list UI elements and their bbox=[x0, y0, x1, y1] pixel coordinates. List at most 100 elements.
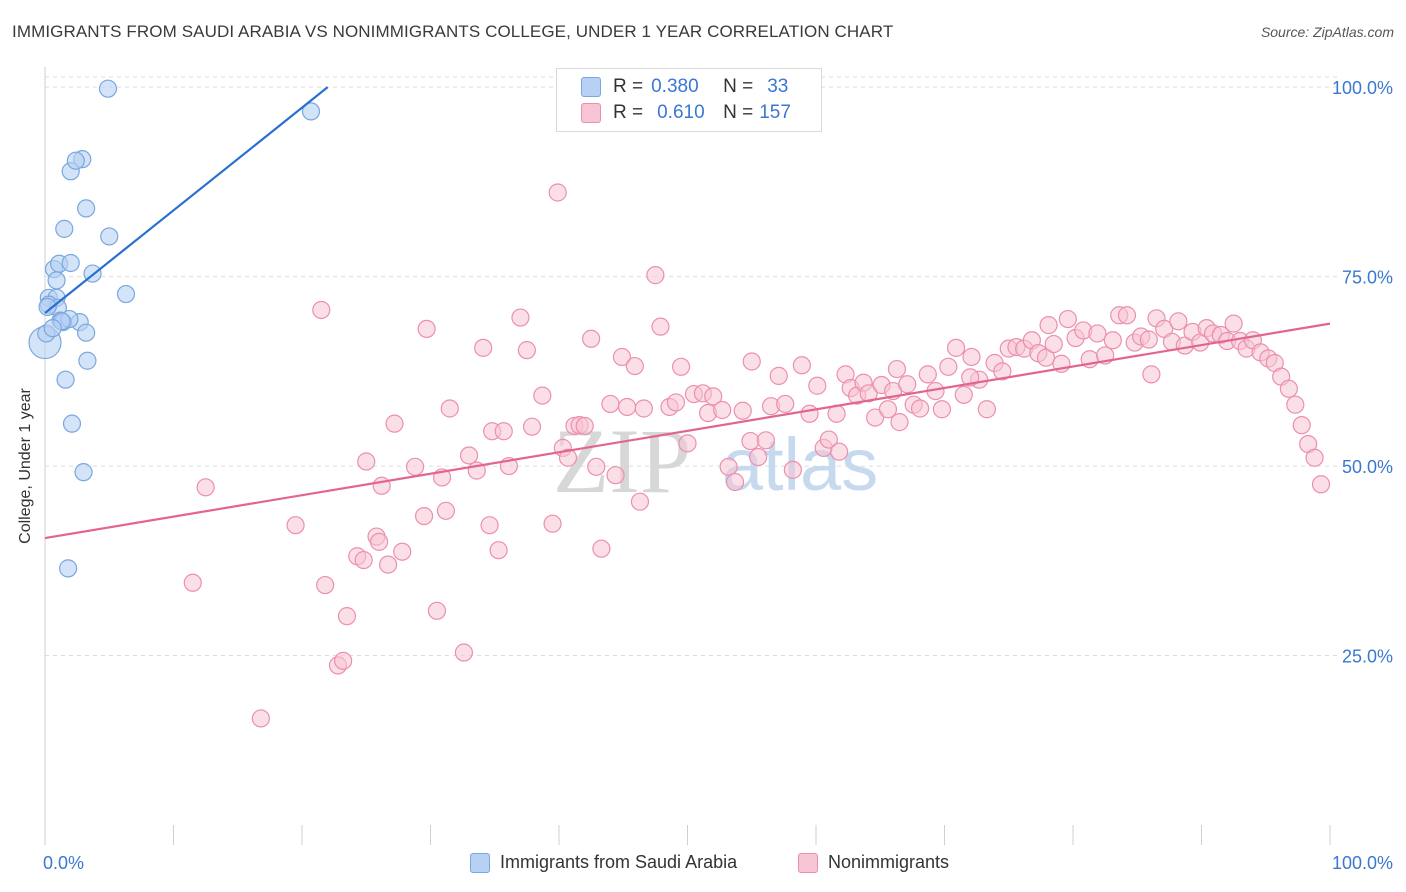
saudi-arabia-point bbox=[66, 151, 85, 170]
nonimmigrant-point bbox=[1292, 416, 1311, 435]
nonimmigrant-point bbox=[961, 368, 980, 387]
correlation-legend: R = 0.380 N = 33 R = 0.610 N = 157 bbox=[556, 68, 822, 132]
nonimmigrant-point bbox=[792, 356, 811, 375]
nonimmigrant-point bbox=[887, 359, 907, 379]
saudi-arabia-point bbox=[100, 227, 119, 246]
nonimmigrant-point bbox=[370, 532, 389, 551]
nonimmigrant-point bbox=[312, 300, 331, 320]
nonimmigrant-point bbox=[819, 430, 838, 449]
nonimmigrant-point bbox=[646, 266, 665, 285]
nonimmigrant-point bbox=[769, 366, 788, 385]
nonimmigrant-point bbox=[625, 356, 644, 376]
gridlines bbox=[45, 76, 1340, 657]
nonimmigrant-point bbox=[704, 387, 723, 406]
nonimmigrant-point bbox=[1044, 334, 1063, 354]
nonimmigrant-point bbox=[558, 448, 578, 467]
chart-source: Source: ZipAtlas.com bbox=[1260, 24, 1394, 40]
legend-n-label: N = bbox=[723, 102, 754, 123]
nonimmigrant-point bbox=[575, 416, 594, 436]
legend-r-label: R = bbox=[613, 76, 644, 97]
nonimmigrant-point bbox=[354, 550, 373, 570]
nonimmigrant-point bbox=[183, 573, 202, 592]
legend-series-name: Nonimmigrants bbox=[828, 852, 950, 872]
y-tick-label: 25.0% bbox=[1342, 647, 1393, 667]
blue-swatch-icon bbox=[470, 852, 490, 873]
nonimmigrant-point bbox=[756, 431, 775, 450]
nonimmigrant-point bbox=[582, 329, 601, 348]
saudi-arabia-point bbox=[43, 319, 62, 338]
nonimmigrant-point bbox=[436, 501, 456, 520]
nonimmigrant-point bbox=[749, 447, 768, 467]
legend-r-value: 0.380 bbox=[651, 76, 699, 97]
nonimmigrant-point bbox=[393, 542, 412, 561]
nonimmigrant-point bbox=[890, 413, 909, 432]
blue-swatch-icon bbox=[581, 77, 601, 97]
nonimmigrant-point bbox=[378, 555, 398, 574]
nonimmigrant-point bbox=[517, 341, 536, 360]
nonimmigrant-point bbox=[878, 400, 898, 419]
saudi-arabia-points bbox=[28, 79, 321, 578]
nonimmigrant-point bbox=[898, 375, 917, 394]
nonimmigrant-point bbox=[1039, 316, 1058, 335]
nonimmigrant-point bbox=[678, 434, 697, 453]
legend-r-label: R = bbox=[613, 102, 644, 123]
nonimmigrant-point bbox=[480, 516, 499, 535]
saudi-arabia-point bbox=[116, 284, 136, 304]
nonimmigrant-point bbox=[592, 539, 611, 558]
nonimmigrant-point bbox=[454, 643, 474, 662]
nonimmigrant-point bbox=[713, 400, 732, 420]
nonimmigrant-point bbox=[533, 386, 552, 405]
x-tick-label: 0.0% bbox=[43, 853, 84, 873]
nonimmigrant-point bbox=[808, 376, 827, 395]
nonimmigrant-point bbox=[932, 400, 952, 419]
saudi-arabia-point bbox=[77, 199, 96, 218]
pink-swatch-icon bbox=[798, 852, 818, 873]
saudi-arabia-point bbox=[59, 559, 78, 578]
nonimmigrant-point bbox=[918, 365, 937, 384]
nonimmigrant-point bbox=[1169, 312, 1188, 331]
nonimmigrant-point bbox=[612, 347, 632, 367]
nonimmigrant-point bbox=[1286, 395, 1305, 414]
nonimmigrant-point bbox=[719, 457, 738, 476]
nonimmigrant-point bbox=[459, 446, 479, 465]
nonimmigrant-point bbox=[866, 408, 885, 427]
legend-n-value: 157 bbox=[759, 102, 791, 123]
nonimmigrant-point bbox=[830, 442, 849, 461]
legend-n-label: N = bbox=[723, 76, 754, 97]
nonimmigrant-point bbox=[385, 414, 404, 433]
nonimmigrant-point bbox=[741, 431, 760, 451]
legend-row-nonimmigrants: R = 0.610 N = 157 bbox=[581, 101, 791, 125]
saudi-arabia-point bbox=[301, 102, 321, 121]
nonimmigrant-point bbox=[1142, 365, 1161, 384]
nonimmigrant-point bbox=[417, 319, 436, 339]
nonimmigrant-point bbox=[606, 466, 625, 485]
legend-item-nonimmigrants: Nonimmigrants bbox=[798, 852, 949, 873]
nonimmigrant-point bbox=[494, 422, 513, 441]
nonimmigrant-point bbox=[776, 394, 795, 414]
nonimmigrant-point bbox=[859, 384, 878, 403]
nonimmigrant-point bbox=[993, 362, 1012, 381]
nonimmigrant-point bbox=[414, 506, 434, 526]
nonimmigrant-point bbox=[742, 352, 761, 371]
legend-r-value: 0.610 bbox=[657, 102, 705, 123]
saudi-arabia-point bbox=[98, 79, 118, 98]
nonimmigrant-point bbox=[1036, 348, 1056, 367]
nonimmigrant-point bbox=[601, 394, 620, 414]
nonimmigrant-point bbox=[954, 385, 973, 404]
nonimmigrant-point bbox=[1117, 306, 1137, 325]
chart-title: IMMIGRANTS FROM SAUDI ARABIA VS NONIMMIG… bbox=[12, 22, 894, 41]
saudi-arabia-point bbox=[78, 351, 97, 370]
nonimmigrant-point bbox=[543, 514, 562, 533]
y-axis-label: College, Under 1 year bbox=[17, 388, 34, 544]
nonimmigrant-point bbox=[337, 607, 357, 626]
nonimmigrant-point bbox=[1305, 448, 1324, 467]
nonimmigrant-point bbox=[334, 651, 353, 670]
nonimmigrant-point bbox=[522, 417, 542, 436]
nonimmigrant-point bbox=[511, 308, 530, 327]
saudi-arabia-point bbox=[38, 297, 57, 317]
nonimmigrant-point bbox=[946, 338, 966, 357]
nonimmigrant-point bbox=[548, 183, 567, 202]
nonimmigrant-point bbox=[357, 452, 376, 471]
nonimmigrant-point bbox=[1224, 314, 1243, 333]
